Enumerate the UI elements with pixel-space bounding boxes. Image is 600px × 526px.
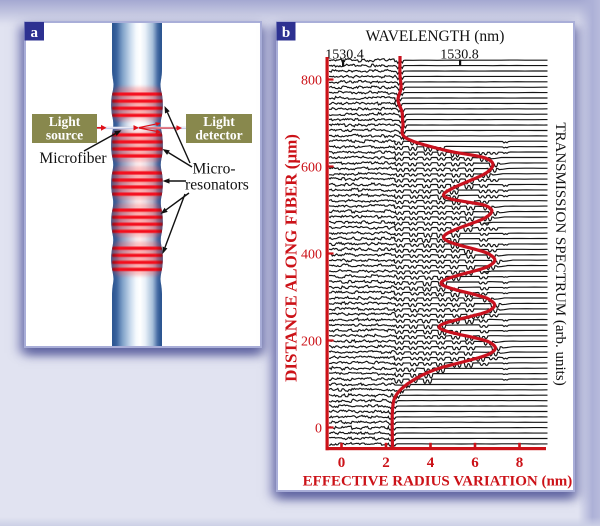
svg-text:Micro-: Micro- bbox=[192, 161, 235, 178]
svg-text:Light: Light bbox=[203, 114, 235, 129]
svg-text:WAVELENGTH (nm): WAVELENGTH (nm) bbox=[366, 28, 505, 45]
svg-text:800: 800 bbox=[301, 74, 322, 89]
svg-text:resonators: resonators bbox=[185, 177, 249, 194]
svg-text:2: 2 bbox=[382, 455, 390, 471]
svg-text:TRANSMISSION SPECTRUM (arb. un: TRANSMISSION SPECTRUM (arb. units) bbox=[552, 122, 568, 385]
svg-text:8: 8 bbox=[516, 455, 524, 471]
svg-text:Microfiber: Microfiber bbox=[39, 150, 107, 167]
svg-text:400: 400 bbox=[301, 248, 322, 263]
svg-text:0: 0 bbox=[338, 455, 346, 471]
svg-text:6: 6 bbox=[471, 455, 479, 471]
svg-text:200: 200 bbox=[301, 335, 322, 350]
svg-text:1530.4: 1530.4 bbox=[325, 48, 364, 63]
svg-text:b: b bbox=[282, 25, 290, 41]
svg-text:a: a bbox=[30, 25, 38, 41]
svg-text:source: source bbox=[46, 127, 83, 142]
svg-text:0: 0 bbox=[315, 422, 322, 437]
svg-text:DISTANCE ALONG FIBER (μm): DISTANCE ALONG FIBER (μm) bbox=[282, 134, 301, 382]
svg-text:1530.8: 1530.8 bbox=[440, 48, 479, 63]
svg-text:detector: detector bbox=[195, 127, 242, 142]
svg-text:EFFECTIVE RADIUS VARIATION (nm: EFFECTIVE RADIUS VARIATION (nm) bbox=[303, 474, 573, 490]
svg-text:600: 600 bbox=[301, 161, 322, 176]
svg-text:Light: Light bbox=[49, 114, 81, 129]
svg-text:4: 4 bbox=[427, 455, 435, 471]
